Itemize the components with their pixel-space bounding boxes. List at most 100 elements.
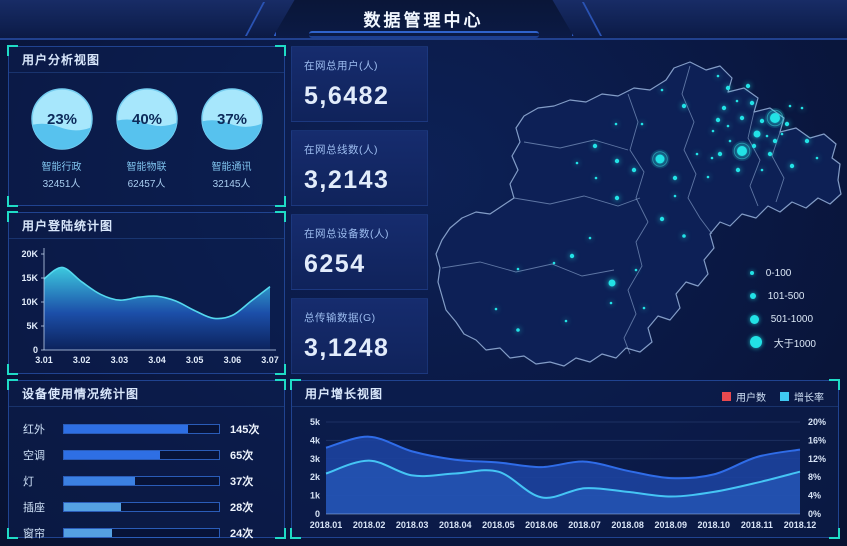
map-data-dot [564, 319, 568, 323]
stat-card: 在网总用户(人) 5,6482 [291, 46, 428, 122]
login-area-chart: 0 5K 10K 15K 20K 3.01 3.02 3.03 3.04 3.05 3.06 3.07 [21, 248, 279, 365]
svg-text:3k: 3k [310, 454, 321, 464]
growth-legend-item[interactable]: 增长率 [780, 389, 824, 404]
svg-text:20%: 20% [808, 417, 826, 427]
map-data-dot [735, 99, 739, 103]
gauge-count: 32145人 [212, 179, 251, 190]
bar-value: 37次 [230, 475, 254, 488]
gauge-count: 32451人 [42, 179, 81, 190]
svg-text:3.05: 3.05 [186, 355, 204, 365]
svg-text:2018.06: 2018.06 [525, 520, 558, 530]
bar-value: 24次 [230, 527, 254, 540]
legend-bucket-label: 501-1000 [770, 313, 814, 325]
svg-text:4k: 4k [310, 435, 321, 445]
bar-value: 145次 [230, 423, 260, 436]
stat-value: 3,2143 [304, 166, 390, 194]
legend-bucket-label: 0-100 [765, 267, 792, 279]
panel-title-device-usage: 设备使用情况统计图 [9, 381, 284, 407]
liquid-gauge: 40% 智能物联 62457人 [107, 87, 187, 190]
svg-text:3.01: 3.01 [35, 355, 53, 365]
map-data-dot [745, 83, 751, 89]
panel-title-user-analysis: 用户分析视图 [9, 47, 284, 73]
svg-text:5K: 5K [26, 321, 38, 331]
liquid-gauge: 23% 智能行政 32451人 [22, 87, 102, 190]
map-data-dot [716, 74, 720, 78]
inner-border [627, 93, 649, 223]
stat-card: 总传输数据(G) 3,1248 [291, 298, 428, 374]
map-data-dot [739, 115, 745, 121]
svg-text:2018.05: 2018.05 [482, 520, 515, 530]
map-data-dot [815, 156, 819, 160]
svg-text:3.03: 3.03 [111, 355, 129, 365]
map-data-dot [609, 301, 613, 305]
svg-text:2018.10: 2018.10 [698, 520, 731, 530]
map-data-dot [614, 158, 620, 164]
panel-user-growth: 用户增长视图 用户数 增长率 0 1k 2k 3k 4k 5k 0% 4% 8% 12% 16% 20%… [290, 379, 840, 539]
svg-text:3.07: 3.07 [261, 355, 279, 365]
map-data-dot [594, 176, 598, 180]
bar-category-label: 插座 [23, 501, 45, 514]
svg-text:0: 0 [315, 509, 320, 519]
map-data-dot [711, 129, 715, 133]
svg-text:4%: 4% [808, 491, 821, 501]
header-decor-right [581, 2, 603, 36]
bar-category-label: 灯 [23, 475, 34, 488]
map-data-dot [631, 167, 637, 173]
svg-text:0: 0 [33, 345, 38, 355]
map-data-dot [710, 156, 714, 160]
stat-value: 3,1248 [304, 334, 390, 362]
svg-text:2018.02: 2018.02 [353, 520, 386, 530]
map-data-dot [681, 103, 687, 109]
svg-text:16%: 16% [808, 435, 826, 445]
inner-border [771, 131, 785, 203]
map-data-dot [717, 151, 723, 157]
stat-value: 6254 [304, 250, 366, 278]
map-data-dot [789, 163, 795, 169]
bar-fill [64, 476, 136, 485]
map-data-dot [788, 104, 792, 108]
map-data-dot [760, 168, 764, 172]
svg-text:1k: 1k [310, 491, 321, 501]
map-data-dot [588, 236, 592, 240]
province-outline [435, 61, 842, 367]
map-data-dot [772, 138, 778, 144]
svg-text:2018.03: 2018.03 [396, 520, 429, 530]
map-data-dot [494, 307, 498, 311]
svg-text:2018.09: 2018.09 [654, 520, 687, 530]
svg-text:2018.11: 2018.11 [741, 520, 773, 530]
device-bar-chart: 红外 145次 空调 65次灯 37次 插座 28次 窗帘 24次 [9, 407, 284, 542]
map-data-dot [726, 124, 730, 128]
map-data-dot [660, 88, 664, 92]
map-data-dot [759, 118, 765, 124]
legend-series-label: 增长率 [794, 393, 824, 404]
map-data-dot [749, 100, 755, 106]
liquid-gauge-group: 23% 智能行政 32451人 40% 智能物联 62457人 37% 智能通讯 32145人 [9, 73, 284, 190]
gauge-label: 智能物联 [126, 162, 167, 173]
bar-track [63, 501, 220, 512]
svg-text:2018.12: 2018.12 [784, 520, 817, 530]
gauge-label: 智能行政 [41, 162, 82, 173]
bar-track [63, 423, 220, 434]
header-bar: 数据管理中心 [0, 0, 847, 40]
legend-dot-icon [749, 271, 754, 275]
inner-border [513, 195, 641, 207]
svg-text:37%: 37% [216, 111, 246, 128]
map-data-dot [706, 175, 710, 179]
svg-text:5k: 5k [310, 417, 321, 427]
stat-card-column: 在网总用户(人) 5,6482 在网总线数(人) 3,2143 在网总设备数(人) 625… [291, 46, 428, 374]
stat-label: 在网总设备数(人) [304, 228, 389, 240]
svg-text:3.02: 3.02 [73, 355, 91, 365]
map-legend-item: 大于1000 [749, 333, 816, 351]
stat-label: 在网总用户(人) [304, 60, 378, 72]
bar-fill [64, 528, 113, 537]
inner-border [441, 261, 615, 277]
bar-row: 红外 145次 [23, 419, 270, 438]
bar-category-label: 空调 [23, 449, 45, 462]
panel-device-usage: 设备使用情况统计图 红外 145次 空调 65次灯 37次 插座 28次 窗帘 24次 [7, 379, 286, 540]
panel-title-user-growth: 用户增长视图 [292, 381, 838, 407]
svg-text:2018.01: 2018.01 [310, 520, 343, 530]
map-data-dot [753, 130, 761, 138]
growth-legend-item[interactable]: 用户数 [722, 389, 766, 404]
map-data-dot [592, 143, 598, 149]
